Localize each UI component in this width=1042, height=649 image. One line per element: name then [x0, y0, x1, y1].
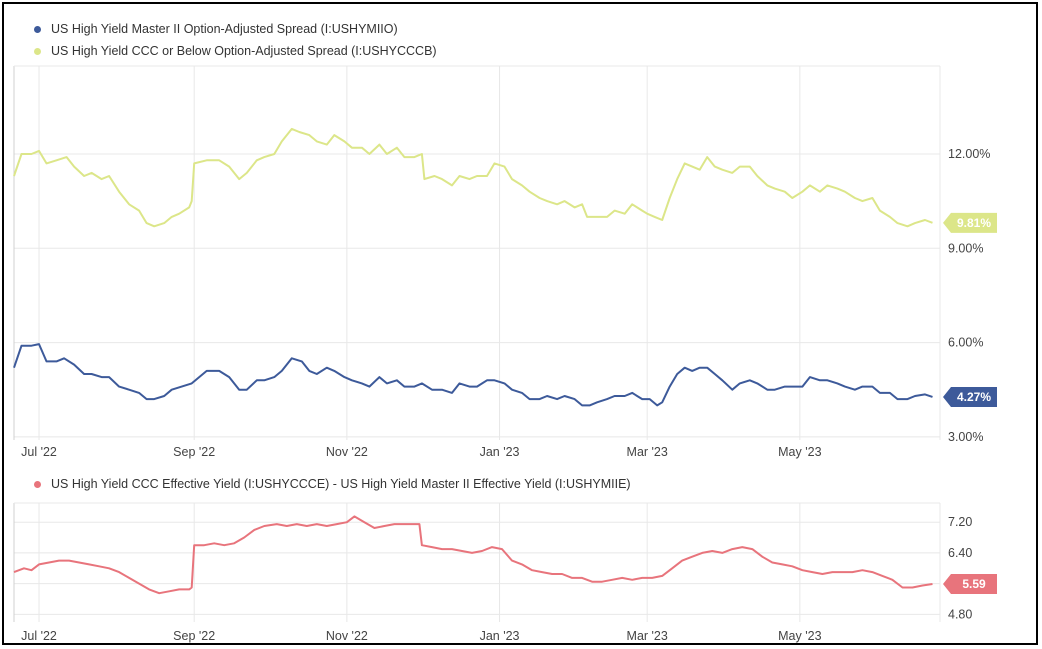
legend-item-hy-oas[interactable]: US High Yield Master II Option-Adjusted …	[34, 22, 398, 36]
y-tick-label: 6.40	[948, 546, 972, 560]
x-tick-label: May '23	[778, 629, 821, 643]
y-tick-label: 12.00%	[948, 147, 990, 161]
y-tick-label: 6.00%	[948, 336, 983, 350]
y-tick-label: 9.00%	[948, 241, 983, 255]
legend-label-ccc-oas: US High Yield CCC or Below Option-Adjust…	[51, 44, 437, 58]
end-value-label: 5.59	[962, 577, 986, 591]
chart-panel-1: 3.00% 6.00% 9.00% 12.00% Jul '22 Sep '22 Nov '…	[13, 65, 997, 459]
x-tick-label: Nov '22	[326, 445, 368, 459]
y-tick-label: 7.20	[948, 515, 972, 529]
series-line-2-1	[13, 515, 933, 595]
series-line-1-1	[13, 127, 933, 228]
end-value-label: 9.81%	[957, 216, 991, 230]
legend-dot-hy-oas	[34, 25, 41, 33]
x-tick-label: Jul '22	[21, 445, 57, 459]
x-tick-label: Jan '23	[480, 445, 520, 459]
x-tick-label: Mar '23	[627, 629, 668, 643]
end-value-badge: 9.81%	[943, 212, 997, 233]
end-value-badge-bg	[943, 573, 997, 594]
x-tick-label: Jul '22	[21, 629, 57, 643]
legend-label-ccc-minus-hy: US High Yield CCC Effective Yield (I:USH…	[51, 477, 631, 491]
legend-dot-ccc-minus-hy	[34, 480, 41, 488]
series-line-1-2	[13, 343, 933, 407]
end-value-badge: 5.59	[943, 573, 997, 594]
x-tick-label: Sep '22	[173, 629, 215, 643]
y-tick-label: 3.00%	[948, 430, 983, 444]
end-value-label: 4.27%	[957, 390, 991, 404]
legend-dot-ccc-oas	[34, 47, 41, 55]
end-value-badge-bg	[943, 386, 997, 407]
x-tick-label: Sep '22	[173, 445, 215, 459]
legend-item-ccc-oas[interactable]: US High Yield CCC or Below Option-Adjust…	[34, 44, 437, 58]
end-value-badge-bg	[943, 212, 997, 233]
x-tick-label: Mar '23	[627, 445, 668, 459]
legend-item-ccc-minus-hy[interactable]: US High Yield CCC Effective Yield (I:USH…	[34, 477, 631, 491]
x-tick-label: May '23	[778, 445, 821, 459]
y-tick-label: 4.80	[948, 607, 972, 621]
x-tick-label: Nov '22	[326, 629, 368, 643]
x-tick-label: Jan '23	[480, 629, 520, 643]
end-value-badge: 4.27%	[943, 386, 997, 407]
legend-label-hy-oas: US High Yield Master II Option-Adjusted …	[51, 22, 398, 36]
